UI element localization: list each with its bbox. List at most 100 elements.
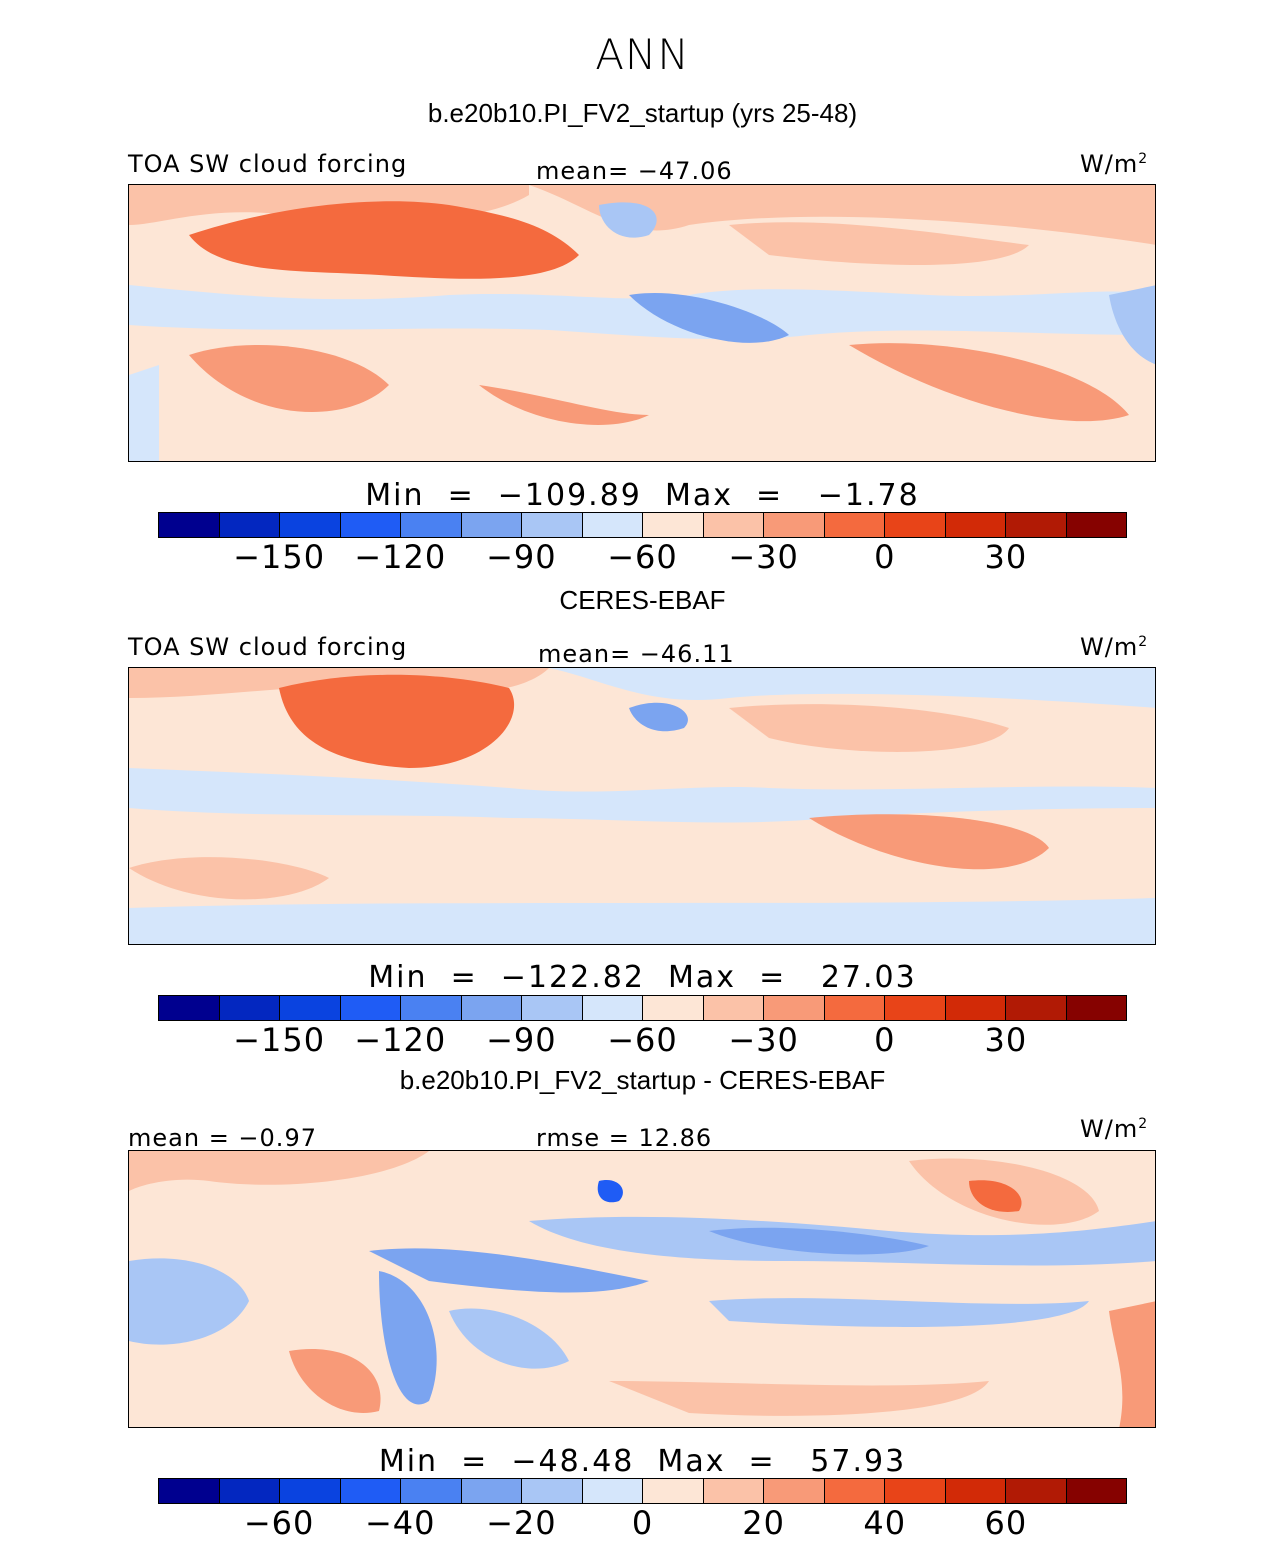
panel-2-colorbar (158, 995, 1127, 1021)
colorbar-segment (945, 1479, 1006, 1503)
panel-1-min-max: Min = −109.89 Max = −1.78 (365, 478, 920, 513)
field-contour (129, 285, 1155, 340)
colorbar-segment (1006, 1479, 1067, 1503)
colorbar-tick-label: −30 (728, 1021, 799, 1059)
colorbar-segment (340, 996, 401, 1020)
colorbar-segment (824, 1479, 885, 1503)
colorbar-segment (219, 1479, 280, 1503)
field-contour (129, 857, 329, 900)
colorbar-segment (1006, 513, 1067, 537)
colorbar-tick-label: 0 (874, 1021, 896, 1059)
panel-2-min-max: Min = −122.82 Max = 27.03 (368, 960, 917, 995)
colorbar-tick-label: 40 (863, 1504, 907, 1542)
field-contour (609, 1381, 989, 1416)
colorbar-tick-label: −150 (233, 538, 326, 576)
colorbar-segment (764, 513, 825, 537)
colorbar-segment (159, 1479, 220, 1503)
colorbar-segment (703, 996, 764, 1020)
colorbar-segment (582, 513, 643, 537)
colorbar-tick-label: −60 (607, 538, 678, 576)
colorbar-segment (824, 513, 885, 537)
colorbar-tick-label: −90 (486, 1021, 557, 1059)
colorbar-segment (1066, 996, 1126, 1020)
field-contour (849, 343, 1129, 422)
colorbar-segment (340, 513, 401, 537)
colorbar-tick-label: 30 (984, 538, 1028, 576)
colorbar-segment (219, 513, 280, 537)
panel-1-variable-label: TOA SW cloud forcing (128, 150, 408, 178)
colorbar-segment (159, 513, 220, 537)
panel-2-colorbar-ticks: −150 −120 −90 −60 −30 0 30 (158, 1021, 1127, 1061)
colorbar-segment (280, 513, 341, 537)
field-contour (369, 1248, 649, 1293)
panel-1-units-label: W/m2 (1080, 150, 1149, 178)
field-contour (729, 704, 1009, 752)
field-contour (629, 702, 688, 732)
field-contour (479, 385, 649, 425)
panel-3-map (128, 1150, 1156, 1428)
field-contour (599, 202, 657, 238)
panel-3-colorbar (158, 1478, 1127, 1504)
panel-3-rmse-label: rmse = 12.86 (536, 1124, 713, 1152)
field-contour (809, 814, 1049, 870)
colorbar-segment (824, 996, 885, 1020)
panel-2-map (128, 667, 1156, 945)
field-contour (969, 1180, 1022, 1212)
field-contour (729, 222, 1029, 265)
colorbar-segment (703, 1479, 764, 1503)
panel-2-variable-label: TOA SW cloud forcing (128, 633, 408, 661)
panel-1-colorbar (158, 512, 1127, 538)
field-contour (189, 201, 579, 279)
colorbar-segment (280, 996, 341, 1020)
colorbar-segment (461, 513, 522, 537)
colorbar-segment (159, 996, 220, 1020)
panel-1-colorbar-ticks: −150 −120 −90 −60 −30 0 30 (158, 538, 1127, 578)
panel-3-mean-label: mean = −0.97 (128, 1124, 317, 1152)
field-contour (129, 1258, 249, 1345)
field-contour (129, 898, 1155, 944)
colorbar-tick-label: 30 (984, 1021, 1028, 1059)
colorbar-tick-label: −120 (354, 1021, 447, 1059)
field-contour (279, 674, 515, 768)
panel-2-units-label: W/m2 (1080, 633, 1149, 661)
field-contour (379, 1271, 437, 1405)
field-contour (189, 345, 389, 413)
colorbar-segment (945, 513, 1006, 537)
panel-1-map (128, 184, 1156, 462)
field-contour (289, 1349, 381, 1413)
colorbar-tick-label: −30 (728, 538, 799, 576)
colorbar-tick-label: −120 (354, 538, 447, 576)
colorbar-segment (340, 1479, 401, 1503)
colorbar-tick-label: 0 (631, 1504, 654, 1542)
panel-3-title: b.e20b10.PI_FV2_startup - CERES-EBAF (399, 1065, 886, 1095)
panel-1-mean-label: mean= −47.06 (536, 157, 733, 185)
colorbar-segment (401, 1479, 462, 1503)
colorbar-segment (582, 996, 643, 1020)
colorbar-segment (401, 996, 462, 1020)
colorbar-segment (522, 1479, 583, 1503)
figure-title: ANN (595, 30, 690, 79)
colorbar-segment (522, 996, 583, 1020)
colorbar-segment (643, 1479, 704, 1503)
colorbar-tick-label: −150 (233, 1021, 326, 1059)
panel-3-colorbar-ticks: −60 −40 −20 0 20 40 60 (158, 1504, 1127, 1544)
colorbar-segment (643, 513, 704, 537)
colorbar-segment (703, 513, 764, 537)
field-contour (709, 1227, 929, 1255)
colorbar-segment (764, 996, 825, 1020)
colorbar-tick-label: 20 (742, 1504, 785, 1542)
panel-1-title: b.e20b10.PI_FV2_startup (yrs 25-48) (427, 98, 858, 128)
colorbar-segment (522, 513, 583, 537)
colorbar-segment (582, 1479, 643, 1503)
colorbar-tick-label: −40 (364, 1504, 436, 1542)
field-contour (449, 1308, 569, 1369)
field-contour (129, 768, 1155, 823)
colorbar-tick-label: −20 (486, 1504, 557, 1542)
colorbar-segment (1066, 513, 1126, 537)
panel-2-title: CERES-EBAF (559, 585, 726, 615)
colorbar-segment (461, 1479, 522, 1503)
panel-2-mean-label: mean= −46.11 (538, 640, 735, 668)
colorbar-tick-label: −90 (486, 538, 557, 576)
colorbar-segment (885, 996, 946, 1020)
field-contour (1109, 285, 1155, 365)
